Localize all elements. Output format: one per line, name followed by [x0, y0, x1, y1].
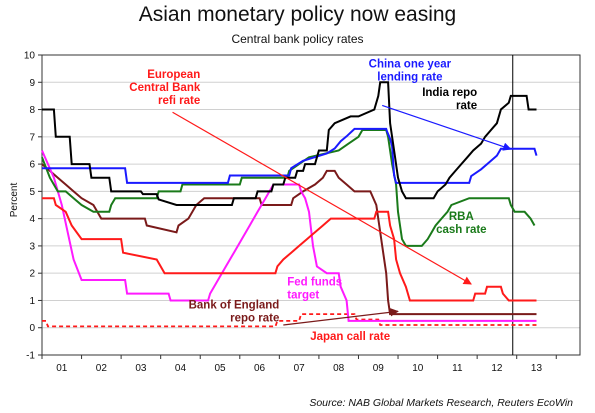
y-tick-label: 2 — [29, 269, 35, 280]
y-tick-label: 7 — [29, 132, 35, 143]
x-tick-label: 04 — [175, 363, 187, 374]
x-tick-label: 12 — [491, 363, 503, 374]
annotation-rba: RBA cash rate — [436, 211, 487, 236]
series-line-rba — [41, 129, 536, 247]
y-tick-label: 10 — [24, 51, 36, 62]
annotation-india: India repo rate — [422, 87, 477, 112]
x-tick-label: 01 — [56, 363, 68, 374]
annotation-china: China one year lending rate — [369, 58, 452, 83]
x-tick-label: 08 — [333, 363, 345, 374]
y-tick-label: 9 — [29, 78, 35, 89]
plot-frame — [41, 54, 581, 356]
series-line-fed — [41, 150, 537, 322]
series-line-boe — [41, 163, 537, 316]
x-tick-labels: 01 02 03 04 05 06 07 08 09 10 11 12 13 — [56, 363, 542, 374]
y-tick-labels: -1 0 1 2 3 4 5 6 7 8 9 10 — [24, 51, 36, 362]
series-lines — [41, 81, 538, 328]
x-tick-label: 11 — [452, 363, 463, 374]
annotation-arrow-ecb — [172, 111, 472, 285]
x-tick-label: 05 — [214, 363, 226, 374]
y-tick-label: 1 — [29, 296, 35, 307]
source-note: Source: NAB Global Markets Research, Reu… — [309, 397, 573, 409]
series-line-ecb — [42, 197, 537, 302]
y-tick-label: 0 — [29, 323, 35, 334]
y-tick-label: 8 — [29, 105, 35, 116]
gridlines — [42, 54, 580, 356]
x-tick-label: 07 — [294, 363, 306, 374]
x-tick-label: 10 — [412, 363, 424, 374]
x-tick-label: 02 — [96, 363, 108, 374]
y-tick-label: -1 — [26, 351, 35, 362]
x-tick-label: 03 — [135, 363, 147, 374]
annotation-fed: Fed funds target — [287, 276, 342, 301]
annotations: European Central Bank refi rate China one y… — [129, 58, 512, 343]
x-tick-label: 09 — [373, 363, 385, 374]
annotation-arrow-china — [382, 104, 512, 151]
y-tick-label: 3 — [29, 241, 35, 252]
axes — [38, 54, 581, 359]
annotation-japan: Japan call rate — [310, 331, 390, 343]
chart-title: Asian monetary policy now easing — [138, 3, 457, 26]
y-axis-label: Percent — [9, 183, 20, 218]
annotation-arrow-boe — [283, 308, 399, 326]
series-line-china — [42, 127, 538, 184]
chart-subtitle: Central bank policy rates — [231, 32, 364, 46]
series-line-india — [42, 81, 537, 206]
annotation-boe: Bank of England repo rate — [189, 300, 280, 325]
x-tick-label: 06 — [254, 363, 266, 374]
y-tick-label: 4 — [29, 214, 35, 225]
x-tick-label: 13 — [531, 363, 543, 374]
y-tick-label: 5 — [29, 187, 35, 198]
y-tick-label: 6 — [29, 160, 35, 171]
annotation-ecb: European Central Bank refi rate — [129, 69, 201, 107]
